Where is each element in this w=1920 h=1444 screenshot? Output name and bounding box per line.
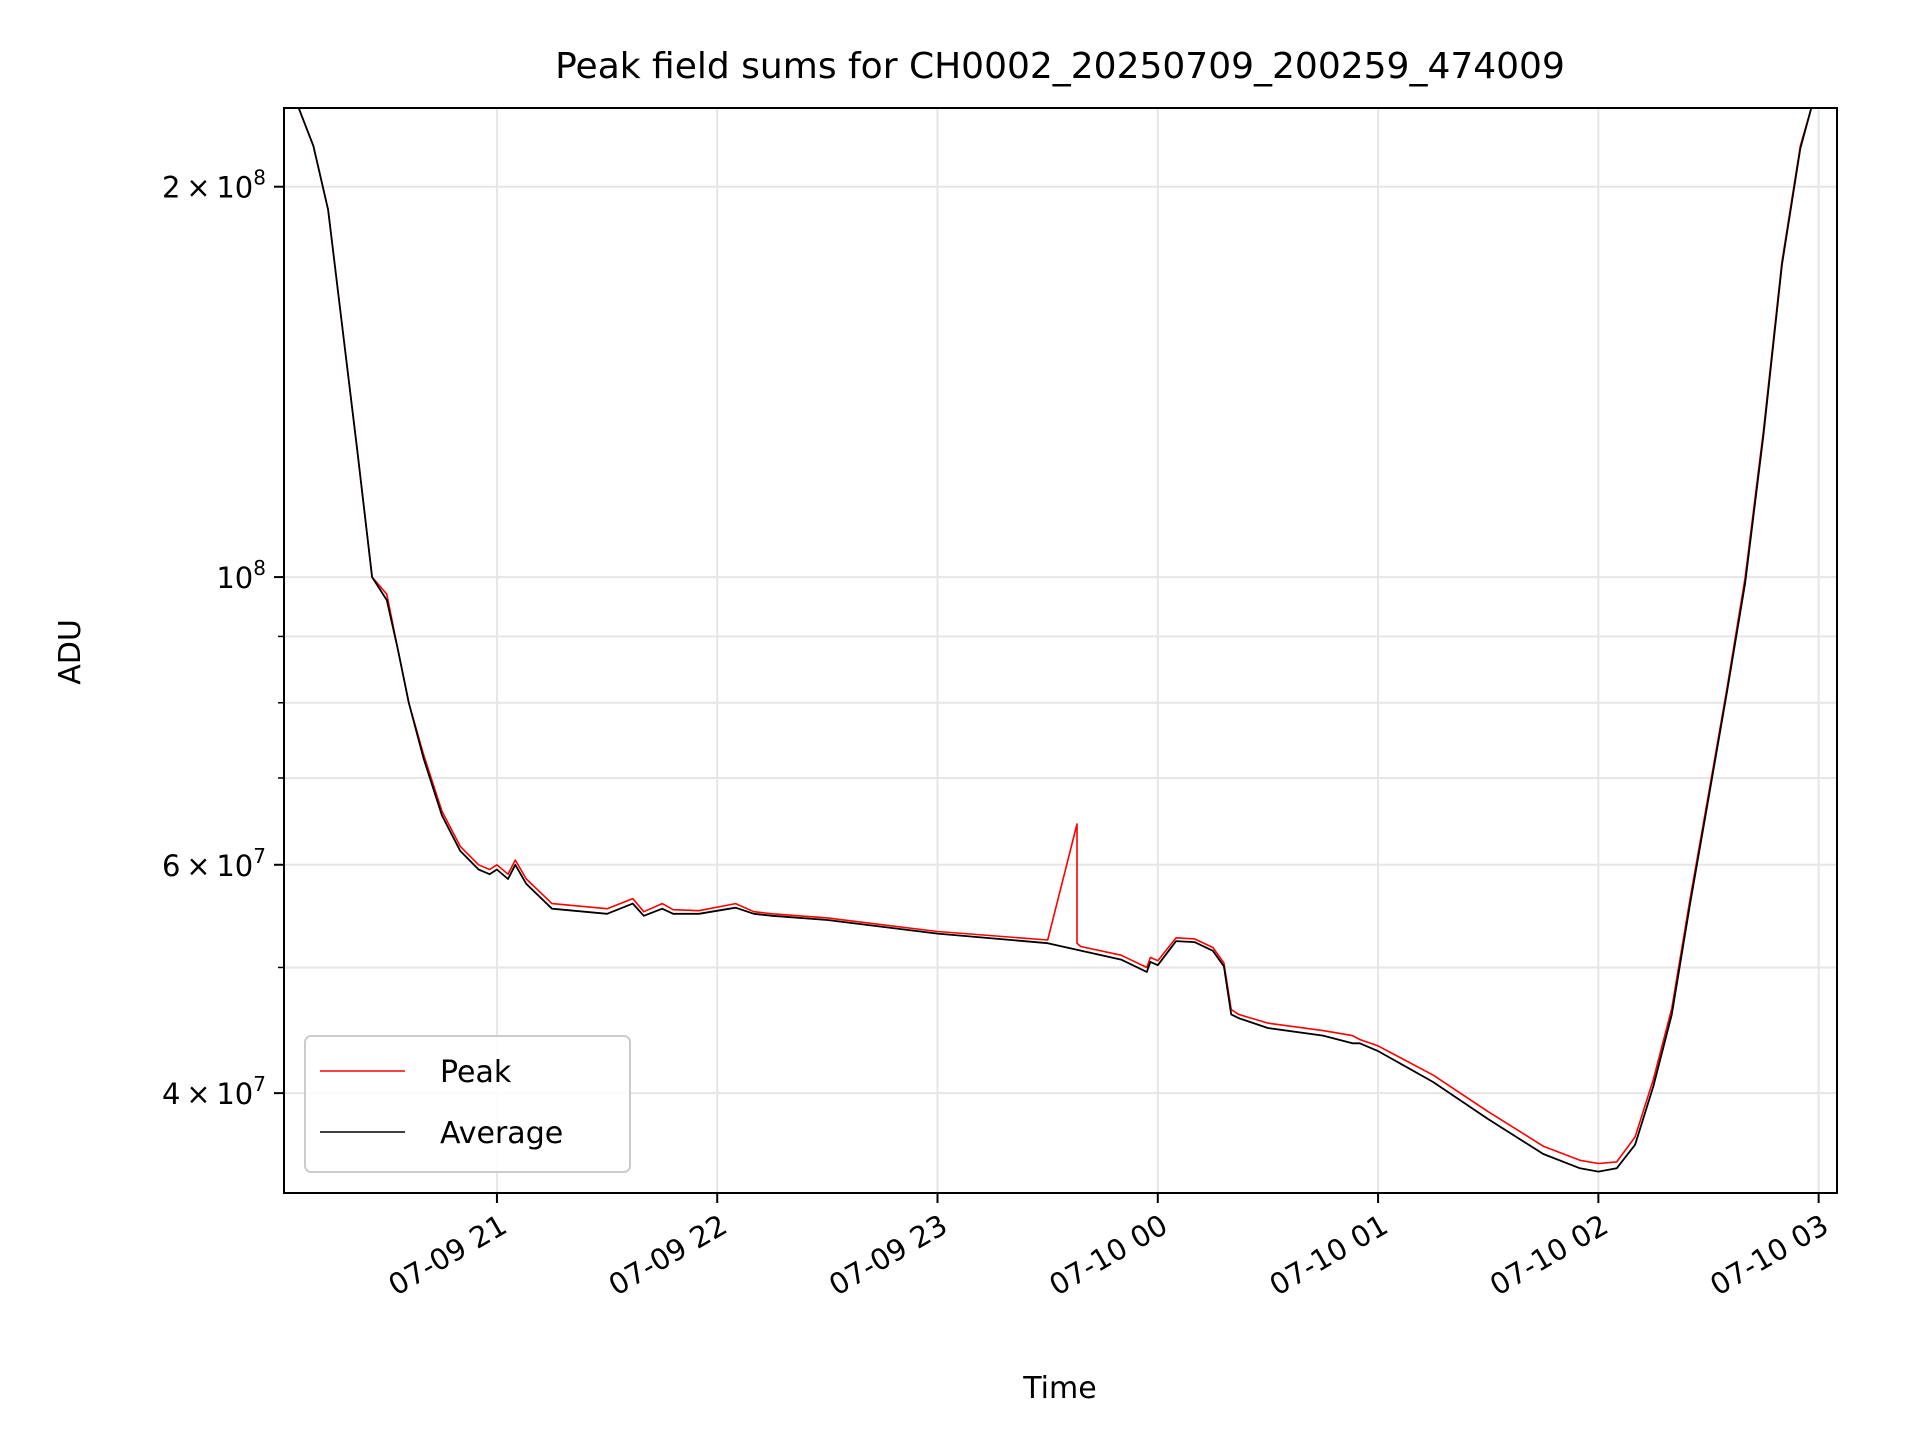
y-tick-label: 2 × 108 xyxy=(162,166,266,205)
legend-label-average: Average xyxy=(440,1116,563,1151)
y-axis-label: ADU xyxy=(53,619,88,685)
plot-frame xyxy=(283,107,1838,1194)
y-tick-label: 4 × 107 xyxy=(162,1072,266,1111)
x-axis-label: Time xyxy=(1022,1371,1096,1406)
x-tick-label: 07-10 00 xyxy=(1043,1208,1173,1303)
y-tick-label: 108 xyxy=(216,556,266,595)
series-line-peak xyxy=(284,108,1819,1165)
x-tick-label: 07-09 22 xyxy=(603,1208,733,1303)
x-tick-label: 07-10 03 xyxy=(1704,1208,1834,1303)
x-tick-label: 07-09 23 xyxy=(823,1208,953,1303)
chart-title: Peak field sums for CH0002_20250709_2002… xyxy=(555,46,1565,87)
legend-box xyxy=(304,1035,631,1173)
x-tick-label: 07-10 01 xyxy=(1264,1208,1394,1303)
series-lines xyxy=(284,108,1819,1173)
x-tick-label: 07-09 21 xyxy=(383,1208,513,1303)
y-axis: 4 × 107 6 × 107 108 2 × 108 xyxy=(162,166,284,1111)
y-tick-label: 6 × 107 xyxy=(162,844,266,883)
x-tick-label: 07-10 02 xyxy=(1484,1208,1614,1303)
legend-label-peak: Peak xyxy=(440,1055,512,1090)
series-line-average xyxy=(284,108,1819,1173)
grid xyxy=(284,108,1837,1193)
x-axis: 07-09 21 07-09 22 07-09 23 07-10 00 07-10 01… xyxy=(383,1193,1834,1303)
legend: Peak Average xyxy=(304,1035,631,1173)
